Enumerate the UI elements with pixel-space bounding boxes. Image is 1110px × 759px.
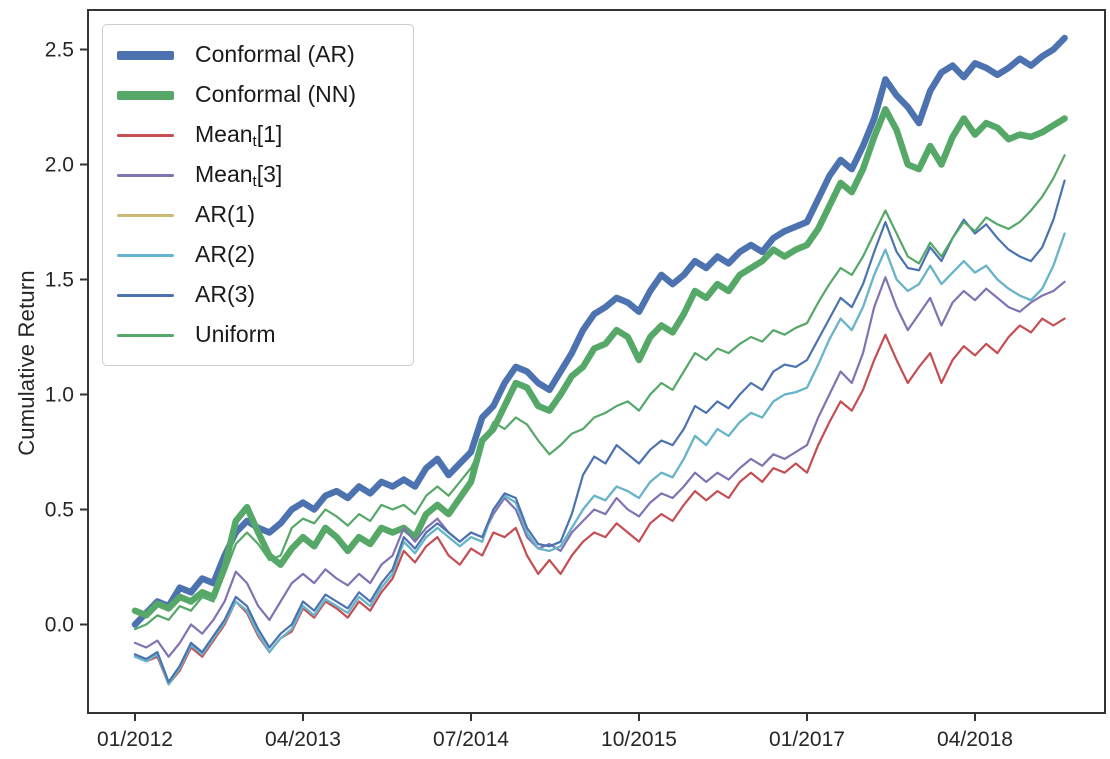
- y-tick-label: 0.5: [45, 499, 74, 522]
- x-tick-label: 07/2014: [433, 728, 509, 751]
- legend-swatch-ar1: [117, 213, 174, 217]
- legend-label-uniform: Uniform: [195, 320, 276, 347]
- series-line-ar-3-: [133, 179, 1066, 684]
- legend-label-ar2: AR(2): [195, 240, 256, 267]
- y-tick-label: 1.5: [45, 269, 74, 292]
- legend-swatch-conformal-ar: [117, 50, 174, 60]
- series-line-conformal-ar-: [131, 34, 1068, 628]
- y-tick-label: 2.5: [45, 39, 74, 62]
- legend-item-uniform: Uniform: [117, 315, 399, 355]
- axes-spines: [87, 9, 1106, 714]
- legend-item-ar3: AR(3): [117, 275, 399, 315]
- legend-item-mean-1: Meant[1]: [117, 115, 399, 155]
- series-line-uniform: [133, 154, 1066, 631]
- legend-item-mean-3: Meant[3]: [117, 155, 399, 195]
- legend-swatch-ar2: [117, 253, 174, 257]
- series-line-mean-t-1-: [133, 317, 1066, 686]
- legend-label-mean-3: Meant[3]: [195, 160, 283, 190]
- x-tick-label: 04/2018: [937, 728, 1013, 751]
- legend: Conformal (AR) Conformal (NN) Meant[1] M…: [102, 24, 414, 366]
- series-line-mean-t-3-: [133, 276, 1066, 658]
- legend-label-ar3: AR(3): [195, 280, 256, 307]
- y-tick-label: 0.0: [45, 614, 74, 637]
- legend-label-conformal-ar: Conformal (AR): [195, 40, 355, 67]
- legend-label-conformal-nn: Conformal (NN): [195, 80, 357, 107]
- legend-swatch-mean-3: [117, 173, 174, 177]
- legend-item-ar2: AR(2): [117, 235, 399, 275]
- legend-label-ar1: AR(1): [195, 200, 256, 227]
- x-tick-label: 04/2013: [265, 728, 341, 751]
- legend-swatch-conformal-nn: [117, 90, 174, 100]
- y-tick-label: 1.0: [45, 384, 74, 407]
- legend-swatch-uniform: [117, 333, 174, 337]
- legend-label-mean-1: Meant[1]: [195, 120, 283, 150]
- x-tick-label: 01/2012: [97, 728, 173, 751]
- y-tick-label: 2.0: [45, 154, 74, 177]
- series-line-ar-2-: [133, 232, 1066, 686]
- legend-swatch-ar3: [117, 293, 174, 297]
- legend-item-conformal-nn: Conformal (NN): [117, 75, 399, 115]
- legend-swatch-mean-1: [117, 133, 174, 137]
- y-axis-label: Cumulative Return: [14, 270, 39, 456]
- series-line-conformal-nn-: [131, 106, 1068, 619]
- legend-item-conformal-ar: Conformal (AR): [117, 35, 399, 75]
- x-tick-label: 10/2015: [601, 728, 677, 751]
- legend-item-ar1: AR(1): [117, 195, 399, 235]
- x-tick-label: 01/2017: [769, 728, 845, 751]
